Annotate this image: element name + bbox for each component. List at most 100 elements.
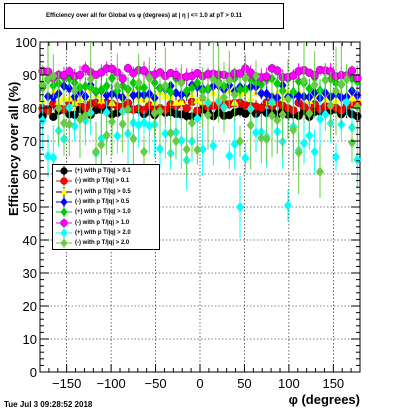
data-point: [257, 132, 266, 144]
data-point: [102, 130, 111, 141]
legend-marker: [53, 186, 75, 197]
data-point: [65, 119, 74, 130]
data-point: [97, 139, 106, 150]
data-point: [262, 72, 271, 81]
legend-entry: (-) with p T/|q| > 0.5: [53, 197, 159, 208]
x-tick-label: −50: [145, 376, 167, 391]
data-point: [236, 84, 244, 95]
legend-marker-svg: [56, 227, 72, 238]
y-tick-label: 0: [30, 365, 37, 380]
x-axis-label: φ (degrees): [288, 392, 360, 407]
data-point: [289, 124, 298, 136]
legend-marker-shape: [60, 197, 68, 207]
x-tick-label: 50: [237, 376, 251, 391]
data-point: [113, 130, 122, 142]
data-point: [102, 80, 111, 92]
data-point: [262, 133, 271, 145]
data-point: [123, 64, 133, 73]
data-point: [177, 77, 186, 89]
legend-marker-svg: [56, 186, 72, 197]
data-point: [49, 70, 58, 82]
y-tick-label: 10: [23, 332, 37, 347]
data-point: [108, 72, 116, 84]
legend-marker: [53, 197, 75, 208]
data-point: [129, 77, 138, 89]
data-point: [44, 150, 52, 162]
data-point: [198, 143, 207, 155]
y-axis-label: Efficiency over all (%): [6, 81, 21, 216]
data-point: [236, 136, 244, 147]
data-point: [150, 77, 159, 88]
data-point: [188, 117, 196, 129]
legend-marker-shape: [60, 228, 68, 238]
legend-label: (-) with p T/|q| > 1.0: [75, 219, 130, 226]
y-tick-label: 70: [23, 134, 37, 149]
data-point: [310, 79, 319, 90]
data-point: [230, 89, 239, 100]
legend-marker: [53, 238, 75, 249]
data-point: [118, 118, 127, 130]
data-point: [124, 104, 132, 115]
data-point: [204, 109, 212, 121]
data-point: [102, 107, 111, 118]
data-point: [129, 133, 138, 144]
data-point: [332, 85, 340, 97]
x-tick-label: −100: [96, 376, 125, 391]
data-point: [177, 135, 186, 146]
data-point: [220, 92, 228, 103]
legend-marker-svg: [56, 176, 72, 187]
data-point: [172, 98, 180, 106]
data-point: [182, 144, 191, 155]
data-point: [134, 119, 143, 131]
y-tick-label: 80: [23, 101, 37, 116]
data-point: [246, 120, 255, 131]
legend-marker: [53, 176, 75, 187]
data-point: [81, 110, 90, 121]
data-point: [332, 151, 340, 163]
data-point: [273, 78, 282, 89]
data-point: [102, 90, 111, 101]
data-point: [156, 106, 164, 117]
legend-label: (+) with p T/|q| > 1.0: [75, 209, 131, 216]
data-point: [86, 74, 95, 85]
y-tick-label: 60: [23, 167, 37, 182]
data-point: [241, 73, 250, 84]
legend-marker-shape: [60, 238, 68, 248]
data-point: [70, 85, 79, 97]
data-point: [300, 137, 308, 149]
legend-marker-shape: [60, 167, 68, 175]
data-point: [241, 152, 250, 164]
data-point: [60, 117, 68, 129]
chart-title: Efficiency over all for Global vs φ (deg…: [4, 3, 284, 29]
data-point: [145, 120, 154, 131]
data-point: [294, 147, 303, 158]
data-point: [348, 93, 356, 102]
legend-marker: [53, 207, 75, 218]
axes: −150 −100 −50 0 50 100 150 0 10 20 30 40 50 60 70 80 90 1…: [15, 35, 361, 391]
data-point: [76, 114, 84, 125]
legend-entry: (+) with p T/|q| > 0.1: [53, 166, 159, 177]
data-point: [209, 74, 218, 85]
legend-label: (-) with p T/|q| > 0.5: [75, 199, 130, 206]
legend-label: (-) with p T/|q| > 2.0: [75, 240, 130, 247]
x-tick-label: 0: [196, 376, 203, 391]
data-point: [65, 73, 74, 84]
data-point: [235, 69, 245, 78]
legend-marker-svg: [56, 197, 72, 208]
data-point: [321, 109, 330, 120]
data-point: [198, 92, 207, 103]
y-tick-label: 20: [23, 299, 37, 314]
data-point: [49, 112, 58, 121]
x-tick-label: −150: [52, 376, 81, 391]
data-point: [236, 201, 244, 213]
data-point: [70, 120, 79, 132]
data-point: [97, 84, 106, 95]
data-point: [118, 74, 127, 83]
y-tick-label: 50: [23, 200, 37, 215]
data-point: [129, 90, 138, 101]
data-point: [257, 88, 266, 99]
data-point: [294, 76, 303, 87]
data-point: [347, 66, 357, 75]
data-point: [166, 127, 175, 139]
